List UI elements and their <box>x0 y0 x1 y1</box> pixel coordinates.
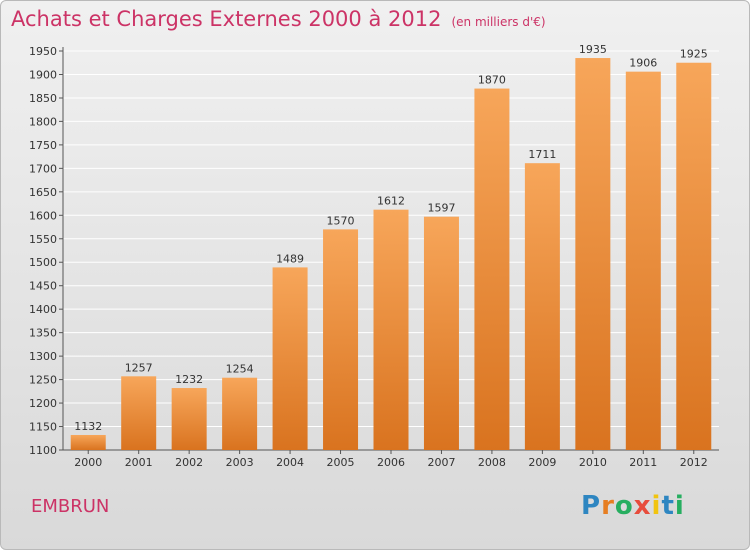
x-tick-label: 2004 <box>276 456 304 469</box>
logo-letter: o <box>614 491 634 521</box>
x-tick-label: 2008 <box>478 456 506 469</box>
x-tick-label: 2007 <box>427 456 455 469</box>
y-tick-label: 1650 <box>29 186 57 199</box>
bar-2003 <box>222 377 258 450</box>
bar-value-label: 1597 <box>427 202 455 215</box>
y-tick-label: 1500 <box>29 256 57 269</box>
bar-value-label: 1132 <box>74 420 102 433</box>
x-tick-label: 2009 <box>528 456 556 469</box>
bar-2006 <box>373 209 409 450</box>
bar-2011 <box>625 71 661 451</box>
y-tick-label: 1550 <box>29 233 57 246</box>
y-tick-label: 1950 <box>29 45 57 58</box>
bar-2004 <box>272 267 308 450</box>
y-tick-label: 1100 <box>29 444 57 457</box>
bar-value-label: 1612 <box>377 195 405 208</box>
bar-value-label: 1570 <box>327 214 355 227</box>
bar-2012 <box>676 62 712 451</box>
x-tick-label: 2006 <box>377 456 405 469</box>
bar-value-label: 1232 <box>175 373 203 386</box>
x-tick-label: 2003 <box>226 456 254 469</box>
x-tick-label: 2012 <box>680 456 708 469</box>
y-tick-label: 1750 <box>29 139 57 152</box>
x-tick-label: 2010 <box>579 456 607 469</box>
x-tick-label: 2001 <box>125 456 153 469</box>
x-tick-label: 2000 <box>74 456 102 469</box>
bar-2008 <box>474 88 510 450</box>
bar-2002 <box>171 388 207 450</box>
bar-2005 <box>323 229 359 450</box>
logo-letter: i <box>651 491 662 521</box>
y-tick-label: 1150 <box>29 421 57 434</box>
chart-unit: (en milliers d'€) <box>451 15 546 29</box>
bar-value-label: 1925 <box>680 48 708 61</box>
y-tick-label: 1400 <box>29 303 57 316</box>
y-tick-label: 1250 <box>29 374 57 387</box>
bar-2007 <box>423 216 459 450</box>
bar-2009 <box>524 163 560 451</box>
city-name: EMBRUN <box>31 496 110 517</box>
logo-letter: x <box>633 491 652 521</box>
proxiti-logo: Proxiti <box>581 491 685 521</box>
logo-letter: t <box>661 491 675 521</box>
bar-2010 <box>575 58 611 451</box>
bar-value-label: 1257 <box>125 361 153 374</box>
bar-2000 <box>70 434 106 450</box>
bar-value-label: 1254 <box>226 363 254 376</box>
logo-letter: P <box>581 491 602 521</box>
y-tick-label: 1300 <box>29 350 57 363</box>
x-tick-label: 2002 <box>175 456 203 469</box>
y-tick-label: 1700 <box>29 162 57 175</box>
y-tick-label: 1350 <box>29 327 57 340</box>
bar-value-label: 1935 <box>579 43 607 56</box>
bar-value-label: 1870 <box>478 74 506 87</box>
logo-letter: r <box>601 491 615 521</box>
x-tick-label: 2011 <box>629 456 657 469</box>
chart-title: Achats et Charges Externes 2000 à 2012 (e… <box>11 7 546 31</box>
bar-value-label: 1711 <box>528 148 556 161</box>
y-tick-label: 1900 <box>29 68 57 81</box>
x-tick-label: 2005 <box>327 456 355 469</box>
bar-value-label: 1906 <box>629 57 657 70</box>
bar-value-label: 1489 <box>276 252 304 265</box>
logo-letter: i <box>674 491 685 521</box>
y-tick-label: 1850 <box>29 92 57 105</box>
y-tick-label: 1200 <box>29 397 57 410</box>
y-tick-label: 1600 <box>29 209 57 222</box>
y-tick-label: 1800 <box>29 115 57 128</box>
y-tick-label: 1450 <box>29 280 57 293</box>
bar-2001 <box>121 376 157 450</box>
